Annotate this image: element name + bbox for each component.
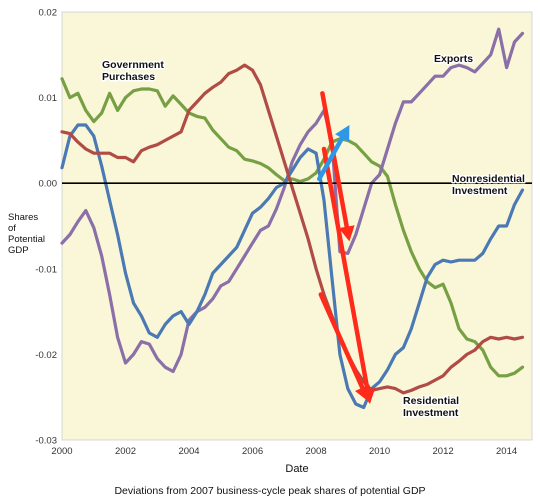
x-tick-labels: 2000 2002 2004 2006 2008 2010 2012 2014: [51, 446, 517, 457]
arrow-shaft: [320, 91, 349, 229]
arrow-shaft: [318, 292, 365, 391]
x-tick-label: 2012: [433, 446, 454, 457]
x-tick-label: 2006: [242, 446, 263, 457]
annotation-text: Residential: [403, 395, 459, 407]
series-line-government-purchases: [60, 77, 525, 378]
arrow-layer: [316, 91, 376, 404]
arrow-head: [338, 225, 355, 242]
x-tick-label: 2008: [305, 446, 326, 457]
annotation-text: Nonresidential: [452, 173, 525, 185]
annotation-arrow-4: [316, 125, 350, 182]
y-axis-title-line: Shares: [8, 212, 38, 223]
arrow-head: [335, 125, 350, 142]
series-line-nonresidential-investment: [60, 123, 525, 410]
y-axis-title-line: of: [8, 223, 16, 234]
annotation-text: Investment: [452, 185, 508, 197]
series-line-exports: [60, 27, 525, 374]
arrow-shaft: [316, 135, 345, 182]
x-tick-label: 2002: [115, 446, 136, 457]
y-tick-label: 0.02: [39, 8, 58, 19]
annotation-text: Exports: [434, 53, 473, 65]
annotation-text: Purchases: [102, 71, 155, 83]
y-axis-title-line: Potential: [8, 234, 45, 245]
arrow-shaft: [321, 146, 370, 392]
y-tick-label: -0.03: [35, 436, 57, 447]
x-tick-label: 2010: [369, 446, 390, 457]
annotation-text: Government: [102, 59, 164, 71]
series-line-residential-investment: [60, 63, 525, 395]
series-layer: [60, 27, 525, 410]
y-tick-label: 0.01: [39, 93, 58, 104]
y-tick-label: -0.01: [35, 264, 57, 275]
x-axis-title: Date: [285, 463, 308, 475]
x-tick-label: 2000: [51, 446, 72, 457]
annotation-arrow-3: [318, 292, 370, 402]
annotation-exports: Exports: [433, 52, 475, 67]
x-tick-label: 2004: [178, 446, 199, 457]
y-tick-label: 0.00: [39, 179, 58, 190]
x-tick-label: 2014: [496, 446, 517, 457]
annotation-arrow-1: [320, 91, 355, 242]
plot-background: [61, 11, 533, 441]
y-tick-labels: 0.02 0.01 0.00 -0.01 -0.02 -0.03: [35, 8, 57, 447]
y-axis-title-line: GDP: [8, 245, 29, 256]
annotation-text: Investment: [403, 407, 459, 419]
chart-caption: Deviations from 2007 business-cycle peak…: [114, 485, 425, 497]
arrow-head: [355, 384, 370, 402]
y-tick-label: -0.02: [35, 350, 57, 361]
